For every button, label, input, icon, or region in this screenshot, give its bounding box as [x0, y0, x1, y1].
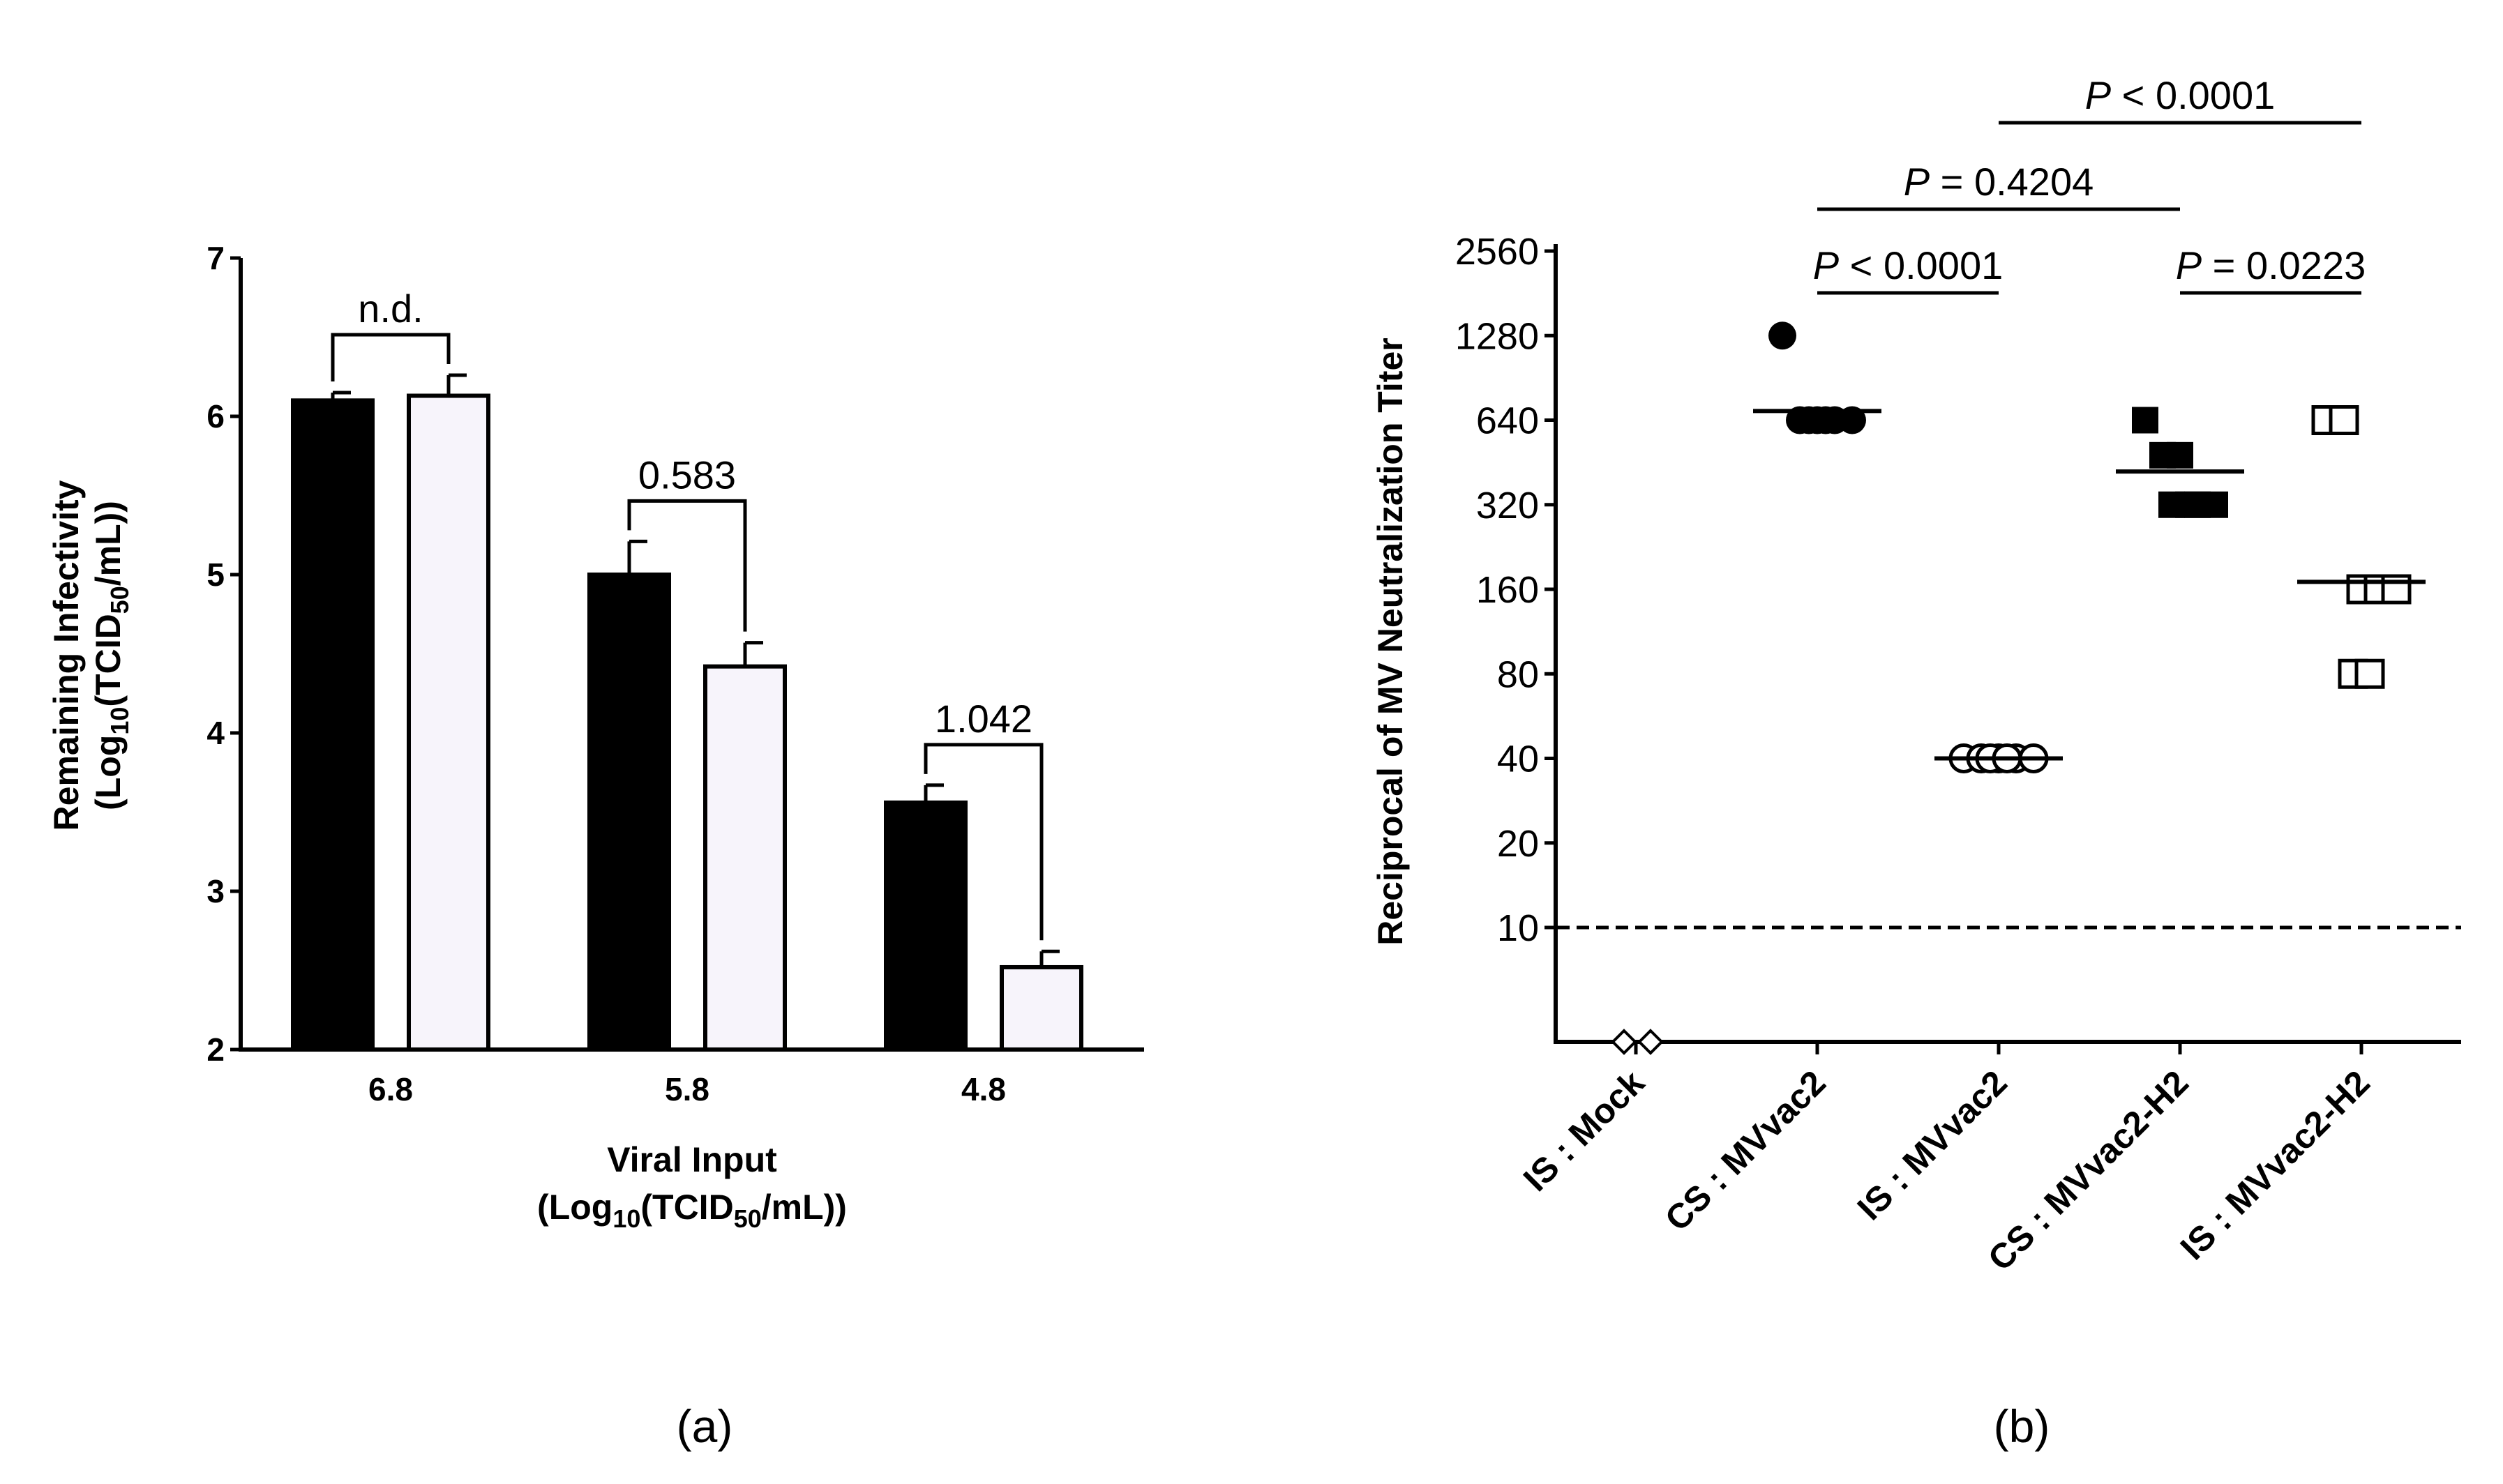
- b-point-filled-square: [2175, 491, 2202, 518]
- b-point-filled-circle: [1812, 406, 1840, 434]
- a-x-tick-label: 5.8: [665, 1071, 709, 1107]
- a-comparison-label: 0.583: [638, 453, 736, 497]
- a-bar: [291, 398, 375, 1052]
- a-x-axis-title-line1: Viral Input: [607, 1140, 777, 1179]
- a-bar: [1000, 964, 1083, 1052]
- b-y-tick-label: 2560: [1455, 231, 1539, 273]
- b-y-axis-title: Reciprocal of MV Neutralization Titer: [1371, 338, 1410, 945]
- a-y-tick-label: 2: [206, 1031, 225, 1068]
- caption-a: (a): [677, 1400, 733, 1452]
- b-point-filled-square: [2202, 491, 2228, 518]
- b-x-tick-label: IS : MVvac2: [1850, 1063, 2015, 1227]
- a-comparison-bracket: [924, 743, 1044, 941]
- a-comparison-label: 1.042: [935, 697, 1032, 741]
- b-point-filled-circle: [1838, 406, 1866, 434]
- b-comparison-label: P = 0.0223: [2176, 243, 2366, 287]
- b-x-tick-label: IS : MVvac2-H2: [2173, 1063, 2377, 1267]
- b-comparison-label: P < 0.0001: [1813, 243, 2003, 287]
- b-y-tick-label: 20: [1497, 823, 1539, 865]
- b-x-tick-label: CS : MVvac2: [1658, 1063, 1833, 1239]
- b-point-open-diamond: [1637, 1029, 1664, 1055]
- b-y-tick-label: 640: [1476, 400, 1539, 442]
- b-point-open-square: [2329, 405, 2359, 435]
- b-y-tick-label: 40: [1497, 739, 1539, 780]
- a-x-axis-title-line2: (Log10(TCID50/mL)): [537, 1188, 847, 1233]
- a-x-tick-label: 6.8: [368, 1071, 413, 1107]
- a-y-axis-title-line2: (Log10(TCID50/mL)): [89, 501, 134, 810]
- a-y-tick-label: 7: [206, 240, 225, 276]
- b-comparison-label: P = 0.4204: [1904, 160, 2094, 204]
- a-x-tick-label: 4.8: [961, 1071, 1006, 1107]
- b-y-tick-label: 160: [1476, 569, 1539, 611]
- b-y-tick-label: 80: [1497, 653, 1539, 695]
- b-x-tick-label: IS : Mock: [1516, 1063, 1652, 1199]
- a-bar: [587, 573, 671, 1052]
- b-point-open-diamond: [1611, 1029, 1637, 1055]
- caption-b: (b): [1994, 1400, 2050, 1452]
- b-y-tick-label: 10: [1497, 907, 1539, 949]
- panel-b-scatter-chart: 10 20 40 80 160 320 640 1280 2560 P < 0.0001 P = …: [1371, 73, 2461, 1278]
- a-comparison-bracket: [331, 333, 451, 381]
- b-y-tick-label: 1280: [1455, 315, 1539, 357]
- a-y-tick-label: 4: [206, 715, 225, 751]
- a-comparison-label: n.d.: [358, 287, 423, 331]
- a-y-axis-title-line1: Remaining Infectivity: [47, 480, 86, 831]
- panel-a-bar-chart: 2 3 4 5 6 7 n.d. 0.583 1.042 6.8 5.8 4.8 Remainin…: [47, 240, 1144, 1233]
- b-x-tick-label: CS : MVvac2-H2: [1980, 1063, 2196, 1278]
- a-bar: [884, 800, 968, 1052]
- a-y-tick-label: 6: [206, 398, 225, 434]
- a-bar: [407, 393, 490, 1052]
- b-comparison-label: P < 0.0001: [2085, 73, 2275, 117]
- b-y-tick-label: 320: [1476, 485, 1539, 527]
- a-bar: [703, 664, 787, 1052]
- a-y-tick-label: 3: [206, 873, 225, 909]
- b-point-filled-circle: [1768, 321, 1796, 350]
- b-point-filled-square: [2167, 441, 2193, 469]
- a-y-tick-label: 5: [206, 556, 225, 593]
- a-comparison-bracket: [627, 499, 747, 632]
- b-point-filled-square: [2132, 407, 2158, 434]
- b-point-open-square: [2354, 658, 2385, 689]
